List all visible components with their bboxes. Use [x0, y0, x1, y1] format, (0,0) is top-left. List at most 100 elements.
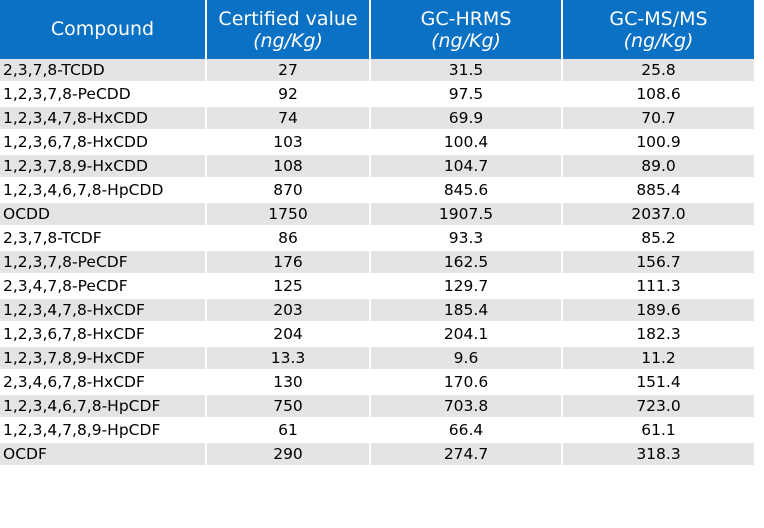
gc-hrms-cell: 162.5: [370, 250, 563, 275]
gc-ms-ms-cell: 318.3: [562, 442, 754, 467]
gc-ms-ms-cell: 70.7: [562, 106, 754, 131]
gc-hrms-cell: 185.4: [370, 298, 563, 323]
gc-ms-ms-cell: 61.1: [562, 418, 754, 443]
certified-value-cell: 61: [206, 418, 371, 443]
gc-ms-ms-cell: 2037.0: [562, 202, 754, 227]
compound-cell: 1,2,3,7,8-PeCDD: [0, 82, 207, 107]
certified-value-cell: 108: [206, 154, 371, 179]
table-row: 1,2,3,4,7,8-HxCDF 203 185.4 189.6: [0, 298, 754, 323]
header-gc-ms-ms-label: GC-MS/MS: [609, 7, 708, 30]
compound-cell: OCDF: [0, 442, 207, 467]
header-gc-hrms: GC-HRMS (ng/Kg): [370, 0, 563, 59]
table-row: OCDF 290 274.7 318.3: [0, 442, 754, 467]
table-row: 1,2,3,7,8,9-HxCDD 108 104.7 89.0: [0, 154, 754, 179]
table-row: 1,2,3,6,7,8-HxCDD 103 100.4 100.9: [0, 130, 754, 155]
certified-value-cell: 176: [206, 250, 371, 275]
header-certified-value-unit: (ng/Kg): [253, 29, 323, 52]
table-row: 1,2,3,4,7,8-HxCDD 74 69.9 70.7: [0, 106, 754, 131]
compound-cell: 2,3,4,7,8-PeCDF: [0, 274, 207, 299]
table-row: 1,2,3,4,7,8,9-HpCDF 61 66.4 61.1: [0, 418, 754, 443]
gc-ms-ms-cell: 189.6: [562, 298, 754, 323]
header-gc-hrms-unit: (ng/Kg): [431, 29, 501, 52]
compound-cell: 2,3,7,8-TCDF: [0, 226, 207, 251]
certified-value-cell: 870: [206, 178, 371, 203]
table-row: 2,3,7,8-TCDF 86 93.3 85.2: [0, 226, 754, 251]
gc-ms-ms-cell: 111.3: [562, 274, 754, 299]
table-row: 1,2,3,7,8,9-HxCDF 13.3 9.6 11.2: [0, 346, 754, 371]
gc-hrms-cell: 97.5: [370, 82, 563, 107]
certified-value-cell: 103: [206, 130, 371, 155]
gc-ms-ms-cell: 11.2: [562, 346, 754, 371]
table-row: 1,2,3,7,8-PeCDD 92 97.5 108.6: [0, 82, 754, 107]
table-row: 2,3,4,7,8-PeCDF 125 129.7 111.3: [0, 274, 754, 299]
compound-cell: 1,2,3,4,6,7,8-HpCDF: [0, 394, 207, 419]
header-gc-ms-ms: GC-MS/MS (ng/Kg): [562, 0, 754, 59]
gc-hrms-cell: 845.6: [370, 178, 563, 203]
table-row: OCDD 1750 1907.5 2037.0: [0, 202, 754, 227]
gc-ms-ms-cell: 885.4: [562, 178, 754, 203]
compound-cell: 1,2,3,4,7,8,9-HpCDF: [0, 418, 207, 443]
header-certified-value: Certified value (ng/Kg): [206, 0, 371, 59]
header-certified-value-label: Certified value: [218, 7, 358, 30]
certified-value-cell: 290: [206, 442, 371, 467]
compound-cell: 1,2,3,4,6,7,8-HpCDD: [0, 178, 207, 203]
certified-value-cell: 27: [206, 59, 371, 83]
compound-cell: 2,3,7,8-TCDD: [0, 59, 207, 83]
compound-cell: 2,3,4,6,7,8-HxCDF: [0, 370, 207, 395]
header-row: Compound Certified value (ng/Kg) GC-HRMS…: [0, 0, 754, 59]
gc-ms-ms-cell: 182.3: [562, 322, 754, 347]
gc-hrms-cell: 104.7: [370, 154, 563, 179]
gc-ms-ms-cell: 723.0: [562, 394, 754, 419]
gc-hrms-cell: 93.3: [370, 226, 563, 251]
results-table-container: Compound Certified value (ng/Kg) GC-HRMS…: [0, 0, 754, 467]
certified-value-cell: 203: [206, 298, 371, 323]
gc-hrms-cell: 100.4: [370, 130, 563, 155]
gc-ms-ms-cell: 89.0: [562, 154, 754, 179]
gc-hrms-cell: 204.1: [370, 322, 563, 347]
certified-value-cell: 92: [206, 82, 371, 107]
gc-hrms-cell: 66.4: [370, 418, 563, 443]
gc-ms-ms-cell: 151.4: [562, 370, 754, 395]
gc-hrms-cell: 170.6: [370, 370, 563, 395]
gc-ms-ms-cell: 100.9: [562, 130, 754, 155]
certified-value-cell: 130: [206, 370, 371, 395]
certified-value-cell: 204: [206, 322, 371, 347]
certified-value-cell: 125: [206, 274, 371, 299]
header-compound: Compound: [0, 0, 207, 59]
gc-hrms-cell: 1907.5: [370, 202, 563, 227]
compound-cell: OCDD: [0, 202, 207, 227]
gc-ms-ms-cell: 156.7: [562, 250, 754, 275]
table-row: 1,2,3,7,8-PeCDF 176 162.5 156.7: [0, 250, 754, 275]
table-body: 2,3,7,8-TCDD 27 31.5 25.8 1,2,3,7,8-PeCDD 92 9…: [0, 59, 754, 467]
table-row: 1,2,3,4,6,7,8-HpCDD 870 845.6 885.4: [0, 178, 754, 203]
compound-cell: 1,2,3,4,7,8-HxCDF: [0, 298, 207, 323]
certified-value-cell: 750: [206, 394, 371, 419]
table-header: Compound Certified value (ng/Kg) GC-HRMS…: [0, 0, 754, 59]
certified-value-cell: 13.3: [206, 346, 371, 371]
gc-hrms-cell: 31.5: [370, 59, 563, 83]
gc-hrms-cell: 129.7: [370, 274, 563, 299]
compound-cell: 1,2,3,4,7,8-HxCDD: [0, 106, 207, 131]
gc-hrms-cell: 703.8: [370, 394, 563, 419]
table-row: 2,3,7,8-TCDD 27 31.5 25.8: [0, 59, 754, 83]
gc-hrms-cell: 69.9: [370, 106, 563, 131]
compound-cell: 1,2,3,7,8,9-HxCDD: [0, 154, 207, 179]
header-compound-label: Compound: [50, 18, 155, 40]
header-gc-hrms-label: GC-HRMS: [420, 7, 512, 30]
certified-value-cell: 86: [206, 226, 371, 251]
gc-ms-ms-cell: 108.6: [562, 82, 754, 107]
compound-cell: 1,2,3,6,7,8-HxCDD: [0, 130, 207, 155]
table-row: 1,2,3,6,7,8-HxCDF 204 204.1 182.3: [0, 322, 754, 347]
table-row: 2,3,4,6,7,8-HxCDF 130 170.6 151.4: [0, 370, 754, 395]
certified-value-cell: 74: [206, 106, 371, 131]
compound-cell: 1,2,3,6,7,8-HxCDF: [0, 322, 207, 347]
compound-cell: 1,2,3,7,8-PeCDF: [0, 250, 207, 275]
results-table: Compound Certified value (ng/Kg) GC-HRMS…: [0, 0, 754, 467]
gc-ms-ms-cell: 25.8: [562, 59, 754, 83]
gc-ms-ms-cell: 85.2: [562, 226, 754, 251]
header-gc-ms-ms-unit: (ng/Kg): [623, 29, 694, 52]
certified-value-cell: 1750: [206, 202, 371, 227]
table-row: 1,2,3,4,6,7,8-HpCDF 750 703.8 723.0: [0, 394, 754, 419]
gc-hrms-cell: 274.7: [370, 442, 563, 467]
gc-hrms-cell: 9.6: [370, 346, 563, 371]
